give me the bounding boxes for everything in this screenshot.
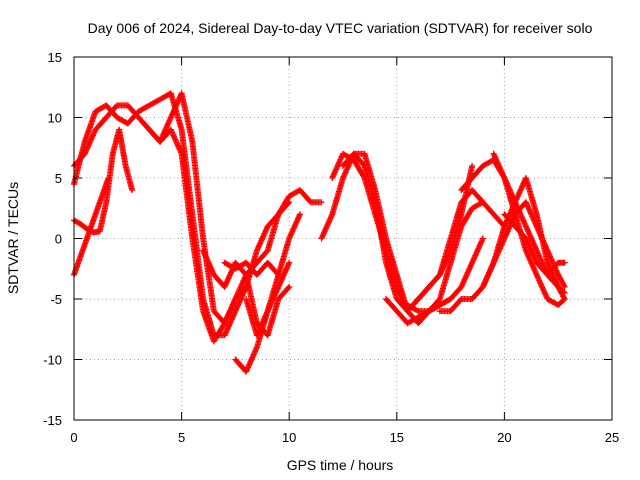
data-point <box>285 200 292 207</box>
x-axis-label: GPS time / hours <box>287 457 394 473</box>
y-tick-label: -10 <box>43 353 62 368</box>
data-point <box>105 175 112 181</box>
data-point <box>479 235 486 242</box>
data-point <box>561 289 568 296</box>
data-point <box>360 173 367 180</box>
data-point <box>561 259 568 266</box>
data-point <box>560 288 567 295</box>
series-arc-12 <box>340 150 508 327</box>
data-point <box>469 162 476 169</box>
data-point <box>286 259 293 266</box>
y-axis-label: SDTVAR / TECUs <box>5 182 21 294</box>
y-tick-label: 0 <box>55 232 62 247</box>
axis-ticks: 0 5 10 15 20 25 -15 -10 -5 0 5 10 15 <box>43 50 619 445</box>
x-tick-label: 25 <box>605 430 619 445</box>
data-point <box>561 283 568 290</box>
series-arc-8 <box>221 259 282 278</box>
series-arc-14 <box>404 235 486 315</box>
x-tick-label: 0 <box>70 430 77 445</box>
data-point <box>560 297 567 304</box>
data-point <box>286 283 293 290</box>
chart-title: Day 006 of 2024, Sidereal Day-to-day VTE… <box>88 20 593 36</box>
data-point <box>296 211 303 218</box>
data-point <box>560 282 567 289</box>
data-point <box>242 270 249 277</box>
data-point <box>274 270 281 277</box>
x-tick-label: 5 <box>178 430 185 445</box>
data-point <box>129 187 136 194</box>
data-point <box>413 307 420 314</box>
y-tick-label: 10 <box>48 111 62 126</box>
x-tick-label: 15 <box>390 430 404 445</box>
y-tick-label: 5 <box>55 171 62 186</box>
x-tick-label: 10 <box>282 430 296 445</box>
data-point <box>318 199 325 206</box>
series-arc-19 <box>501 211 568 278</box>
data-point <box>285 285 292 291</box>
y-tick-label: -15 <box>43 413 62 428</box>
y-tick-label: -5 <box>50 292 62 307</box>
data-points <box>71 90 568 375</box>
data-point <box>561 296 568 302</box>
data-point <box>286 199 293 206</box>
data-point <box>275 271 282 278</box>
series-arc-18 <box>490 150 568 309</box>
x-tick-label: 20 <box>497 430 511 445</box>
series-arc-9 <box>243 259 293 339</box>
series-arc-4 <box>71 175 112 278</box>
y-tick-label: 15 <box>48 50 62 65</box>
